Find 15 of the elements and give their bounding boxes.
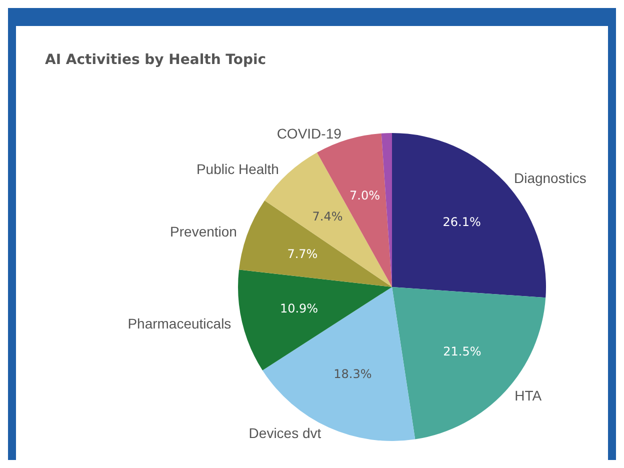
slice-label: COVID-19 [276, 126, 342, 142]
slice-label: Devices dvt [248, 424, 322, 441]
slice-label: HTA [514, 387, 542, 404]
data-label: 10.9% [280, 302, 318, 316]
data-label: 7.0% [350, 188, 380, 202]
slice-label: Diagnostics [514, 170, 586, 186]
data-label: 7.4% [312, 210, 343, 224]
data-label: 18.3% [334, 367, 372, 382]
slice-label: Prevention [170, 223, 237, 240]
slice-label: Pharmaceuticals [128, 315, 232, 332]
data-label: 21.5% [443, 344, 482, 359]
data-label: 7.7% [287, 246, 318, 261]
chart-title: AI Activities by Health Topic [45, 52, 266, 68]
slice-label: Public Health [196, 161, 279, 177]
data-label: 26.1% [442, 214, 481, 229]
